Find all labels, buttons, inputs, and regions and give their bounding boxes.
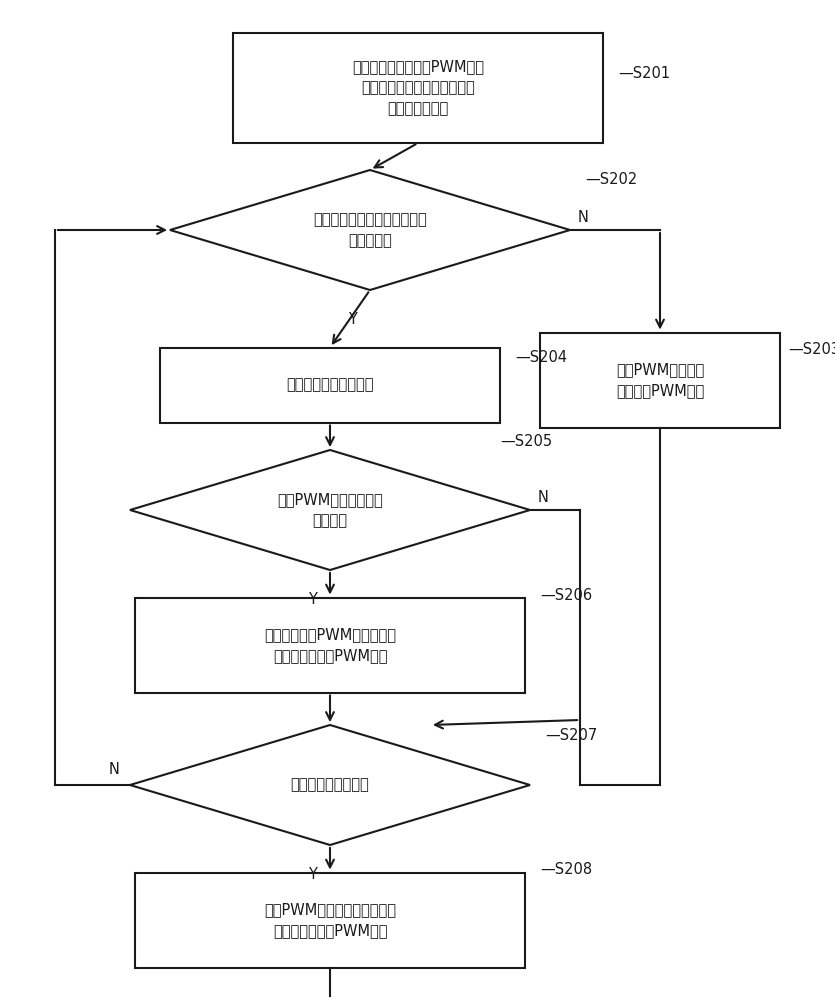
- Bar: [540, 332, 780, 428]
- Polygon shape: [130, 450, 530, 570]
- Text: Y: Y: [347, 312, 357, 327]
- Text: —S202: —S202: [585, 172, 637, 188]
- Text: —S206: —S206: [540, 587, 592, 602]
- Bar: [233, 33, 603, 143]
- Text: 判断数字量是否变化: 判断数字量是否变化: [291, 778, 369, 792]
- Text: —S207: —S207: [545, 728, 597, 742]
- Text: 根据PWM信号配置信息和变化
后的数字量生成PWM信号: 根据PWM信号配置信息和变化 后的数字量生成PWM信号: [264, 902, 396, 938]
- Bar: [135, 597, 525, 692]
- Text: 获取机床运动信息和PWM信号
配置信息，机床运动信息包括
标志位和模拟量: 获取机床运动信息和PWM信号 配置信息，机床运动信息包括 标志位和模拟量: [352, 60, 484, 116]
- Text: 通过标志位是否有效判断机床
的运动状态: 通过标志位是否有效判断机床 的运动状态: [313, 212, 427, 248]
- Bar: [135, 872, 525, 968]
- Text: —S204: —S204: [515, 350, 567, 364]
- Text: Y: Y: [307, 867, 316, 882]
- Text: 根据PWM信号配置
信息生成PWM信号: 根据PWM信号配置 信息生成PWM信号: [616, 362, 704, 398]
- Text: 判断PWM信号配置信息
是否变化: 判断PWM信号配置信息 是否变化: [277, 492, 383, 528]
- Text: 将模拟量转换为数字量: 将模拟量转换为数字量: [286, 377, 374, 392]
- Bar: [160, 348, 500, 422]
- Polygon shape: [170, 170, 570, 290]
- Text: —S201: —S201: [618, 66, 671, 81]
- Polygon shape: [130, 725, 530, 845]
- Text: N: N: [578, 210, 589, 225]
- Text: Y: Y: [307, 592, 316, 607]
- Text: —S203: —S203: [788, 342, 835, 358]
- Text: N: N: [538, 490, 549, 505]
- Text: N: N: [109, 762, 120, 777]
- Text: —S205: —S205: [500, 434, 552, 450]
- Text: 根据变化后的PWM信号配置信
息和数字量生成PWM信号: 根据变化后的PWM信号配置信 息和数字量生成PWM信号: [264, 627, 396, 663]
- Text: —S208: —S208: [540, 862, 592, 878]
